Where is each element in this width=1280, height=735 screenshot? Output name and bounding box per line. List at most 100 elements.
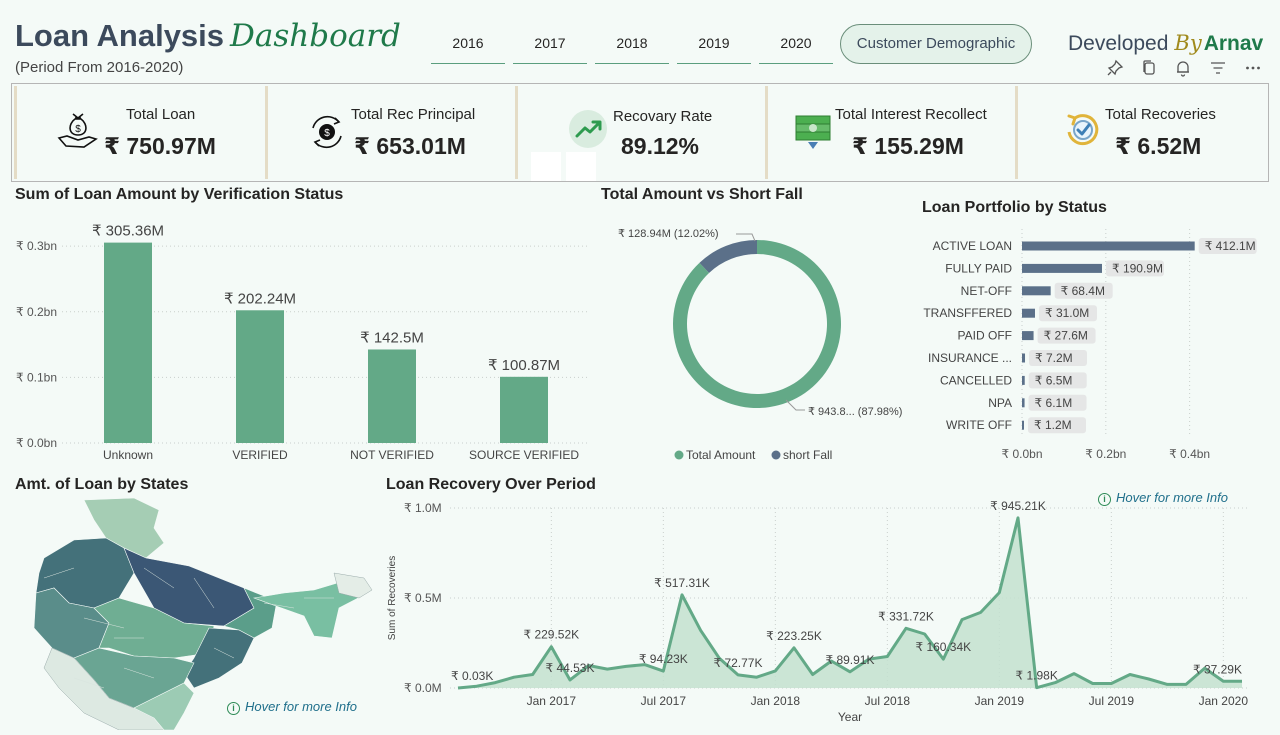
empty-tile: [566, 152, 596, 181]
kpi-total-recoveries-label: Total Recoveries: [1105, 106, 1216, 123]
donut-slice[interactable]: [673, 240, 841, 408]
recovery-hover-text: Hover for more Info: [1116, 490, 1228, 505]
hbar[interactable]: [1022, 375, 1025, 385]
year-tab-2017[interactable]: 2017: [513, 28, 587, 64]
customer-demographic-button[interactable]: Customer Demographic: [840, 24, 1032, 64]
kpi-total-interest-recollect-label: Total Interest Recollect: [835, 106, 987, 123]
donut-data-label: ₹ 943.8... (87.98%): [808, 406, 902, 418]
hbar-data-label: ₹ 1.2M: [1034, 418, 1072, 432]
y-tick-label: ₹ 0.5M: [404, 591, 442, 605]
legend-swatch: [771, 450, 781, 460]
hbar[interactable]: [1022, 241, 1195, 251]
hbar-data-label: ₹ 31.0M: [1045, 306, 1089, 320]
author-name: Arnav: [1203, 32, 1264, 55]
y-tick-label: ₹ 0.0bn: [16, 436, 57, 450]
area-data-label: ₹ 0.03K: [451, 669, 493, 683]
empty-tile: [531, 152, 561, 181]
data-label-bg: [1038, 305, 1097, 322]
india-states-map[interactable]: [14, 498, 374, 730]
hbar-data-label: ₹ 6.1M: [1035, 396, 1073, 410]
legend-swatch: [674, 450, 684, 460]
period-subtitle: (Period From 2016-2020): [15, 59, 184, 76]
area-data-label: ₹ 229.52K: [523, 628, 579, 642]
recovery-area-chart[interactable]: ₹ 0.0M ₹ 0.5M ₹ 1.0M Jan 2017 Jul 2017 Jan 20…: [380, 496, 1270, 732]
cash-stack-icon: [792, 108, 836, 152]
title-accent: Dashboard: [230, 18, 401, 54]
x-tick-label: ₹ 0.0bn: [1002, 447, 1043, 461]
hbar-data-label: ₹ 190.9M: [1112, 261, 1163, 275]
series-line[interactable]: [457, 516, 1242, 690]
data-label-bg: [1037, 327, 1096, 344]
verification-bar-chart[interactable]: ₹ 0.0bn ₹ 0.1bn ₹ 0.2bn ₹ 0.3bn ₹ 305.36M Unk…: [0, 208, 600, 470]
info-icon: i: [227, 702, 240, 715]
page-title: Loan Analysis Dashboard: [15, 18, 401, 54]
map-region-north[interactable]: [83, 498, 165, 559]
bell-icon[interactable]: [1172, 58, 1194, 78]
hbar[interactable]: [1022, 353, 1026, 363]
area-data-label: ₹ 89.91K: [825, 653, 874, 667]
bar-data-label: ₹ 305.36M: [92, 223, 164, 240]
recovery-chart-title: Loan Recovery Over Period: [386, 476, 596, 493]
kpi-divider: [765, 86, 768, 179]
map-region-far-northeast[interactable]: [333, 572, 373, 599]
map-region-central[interactable]: [93, 597, 215, 659]
by-label: By: [1174, 31, 1202, 55]
area-data-label: ₹ 331.72K: [878, 609, 934, 623]
pin-icon[interactable]: [1104, 58, 1126, 78]
hbar-data-label: ₹ 68.4M: [1061, 284, 1105, 298]
hbar[interactable]: [1022, 286, 1051, 296]
recovery-hover-info[interactable]: i Hover for more Info: [1098, 490, 1228, 506]
map-region-northeast[interactable]: [252, 577, 363, 639]
x-tick-label: Jul 2017: [641, 694, 687, 708]
legend-label: short Fall: [783, 448, 832, 462]
x-category-label: NOT VERIFIED: [350, 448, 434, 462]
filter-icon[interactable]: [1207, 58, 1229, 78]
leader-line: [785, 399, 805, 411]
y-category-label: TRANSFFERED: [923, 306, 1012, 320]
trend-up-icon: [567, 108, 611, 152]
copy-icon[interactable]: [1138, 58, 1160, 78]
hbar-data-label: ₹ 27.6M: [1044, 329, 1088, 343]
hbar[interactable]: [1022, 263, 1102, 273]
kpi-total-rec-principal-label: Total Rec Principal: [351, 106, 476, 123]
bar[interactable]: [368, 349, 416, 443]
bar[interactable]: [104, 242, 152, 443]
legend-label: Total Amount: [686, 448, 756, 462]
map-hover-info[interactable]: i Hover for more Info: [227, 699, 357, 715]
title-main: Loan Analysis: [15, 18, 225, 53]
y-category-label: NPA: [988, 396, 1012, 410]
hbar-data-label: ₹ 6.5M: [1035, 373, 1073, 387]
year-tab-2019[interactable]: 2019: [677, 28, 751, 64]
hbar[interactable]: [1022, 420, 1024, 430]
hbar[interactable]: [1022, 398, 1025, 408]
hbar[interactable]: [1022, 331, 1034, 341]
x-tick-label: Jan 2019: [975, 694, 1025, 708]
y-category-label: PAID OFF: [958, 329, 1012, 343]
svg-text:$: $: [75, 124, 81, 135]
hbar[interactable]: [1022, 308, 1035, 318]
x-category-label: Unknown: [103, 448, 153, 462]
bar[interactable]: [236, 310, 284, 443]
hbar-data-label: ₹ 7.2M: [1035, 351, 1073, 365]
data-label-bg: [1028, 417, 1086, 434]
area-data-label: ₹ 37.29K: [1193, 662, 1242, 676]
donut-slice[interactable]: [699, 240, 757, 274]
year-tab-2018[interactable]: 2018: [595, 28, 669, 64]
kpi-divider: [265, 86, 268, 179]
data-label-bg: [1028, 394, 1087, 411]
more-icon[interactable]: [1242, 58, 1264, 78]
x-tick-label: ₹ 0.4bn: [1169, 447, 1210, 461]
shortfall-donut-chart[interactable]: ₹ 128.94M (12.02%) ₹ 943.8... (87.98%) Tot…: [600, 208, 918, 470]
year-tab-2016[interactable]: 2016: [431, 28, 505, 64]
kpi-total-recoveries-value: ₹ 6.52M: [1115, 133, 1202, 159]
year-tab-2020[interactable]: 2020: [759, 28, 833, 64]
bar[interactable]: [500, 376, 548, 443]
donut-data-label: ₹ 128.94M (12.02%): [618, 228, 719, 240]
check-cycle-icon: [1061, 108, 1105, 152]
portfolio-hbar-chart[interactable]: ₹ 0.0bn ₹ 0.2bn ₹ 0.4bn ACTIVE LOAN ₹ 412.1M…: [918, 225, 1268, 470]
bar-data-label: ₹ 100.87M: [488, 357, 560, 374]
map-region-south[interactable]: [133, 682, 195, 730]
kpi-total-loan-value: ₹ 750.97M: [104, 133, 216, 159]
x-category-label: VERIFIED: [232, 448, 288, 462]
y-tick-label: ₹ 0.1bn: [16, 370, 57, 384]
